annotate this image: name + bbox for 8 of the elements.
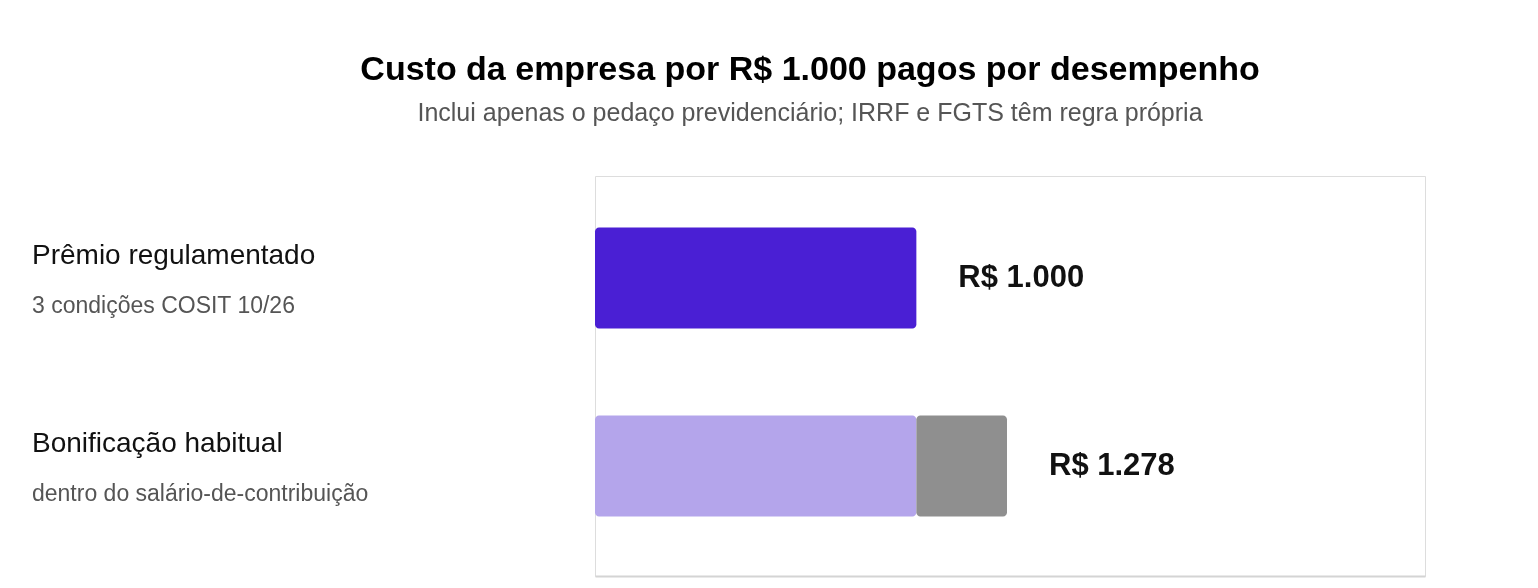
total-label: R$ 1.278: [1049, 446, 1175, 482]
y-tick-label: Prêmio regulamentado: [32, 239, 316, 271]
chart-title: Custo da empresa por R$ 1.000 pagos por desempenho: [360, 49, 1260, 87]
total-label: R$ 1.000: [958, 259, 1085, 295]
chart-subtitle: Inclui apenas o pedaço previdenciário; IRRF e FGTS têm regra própria: [417, 98, 1203, 126]
text: dentro do salário-de-contribuição: [32, 479, 369, 506]
text: 3 condições COSIT 10/26: [32, 292, 295, 319]
y-tick-label: Bonificação habitual: [32, 426, 283, 458]
